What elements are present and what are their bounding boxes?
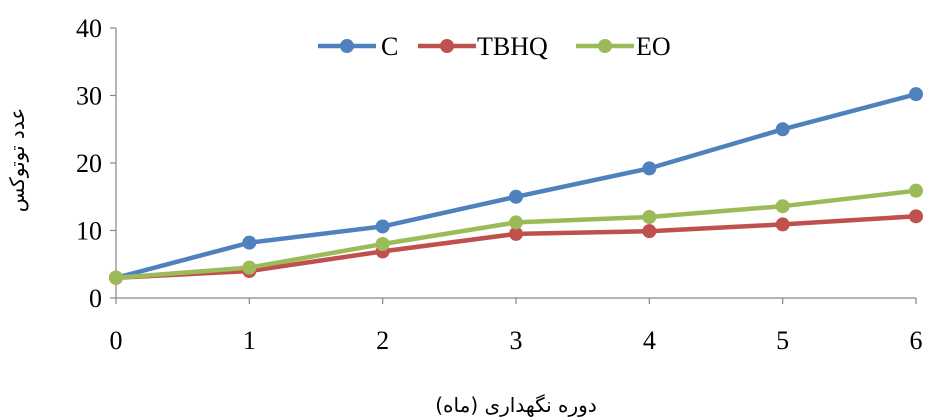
y-tick-label: 0 [89, 284, 102, 313]
legend-item-tbhq: TBHQ [418, 32, 548, 61]
data-point [509, 226, 523, 241]
data-point [642, 161, 657, 176]
x-tick-label: 1 [243, 326, 256, 355]
x-axis-label: دوره نگهداری (ماه) [435, 393, 597, 417]
series-eo [109, 183, 923, 285]
legend-label: EO [636, 32, 671, 61]
legend-item-eo: EO [576, 32, 671, 61]
axes [115, 28, 916, 299]
data-point [775, 217, 790, 232]
legend-marker [440, 39, 454, 53]
x-tick-label: 2 [376, 326, 389, 355]
legend-item-c: C [318, 32, 398, 61]
data-point [642, 210, 657, 224]
data-point [909, 183, 923, 198]
y-tick-label: 20 [76, 149, 102, 178]
data-point [509, 189, 523, 204]
data-point [909, 87, 923, 102]
data-point [375, 237, 390, 251]
y-tick-label: 10 [76, 217, 102, 246]
y-tick-label: 40 [76, 14, 102, 43]
data-point [242, 260, 257, 275]
x-tick-labels: 0 1 2 3 4 5 6 [110, 298, 923, 355]
series-c [109, 87, 923, 285]
x-tick-label: 3 [510, 326, 523, 355]
x-tick-label: 0 [110, 326, 123, 355]
series-line [113, 91, 919, 281]
data-point [775, 122, 790, 137]
data-point [242, 235, 257, 250]
legend-marker [598, 39, 612, 53]
x-tick-label: 6 [910, 326, 923, 355]
x-tick-label: 4 [643, 326, 656, 355]
data-point [509, 215, 523, 230]
x-tick-label: 5 [776, 326, 789, 355]
legend-label: C [381, 32, 398, 61]
legend: C TBHQ EO [318, 32, 671, 61]
series-layer [109, 87, 923, 285]
data-point [375, 219, 390, 234]
legend-label: TBHQ [477, 32, 548, 61]
legend-marker [340, 39, 354, 53]
data-point [642, 224, 657, 239]
y-axis-label: عدد توتوکس [5, 108, 29, 213]
y-tick-label: 30 [76, 82, 102, 111]
data-point [775, 199, 790, 214]
data-point [109, 270, 123, 285]
y-tick-labels: 0 10 20 30 40 [76, 14, 116, 313]
data-point [909, 209, 923, 224]
